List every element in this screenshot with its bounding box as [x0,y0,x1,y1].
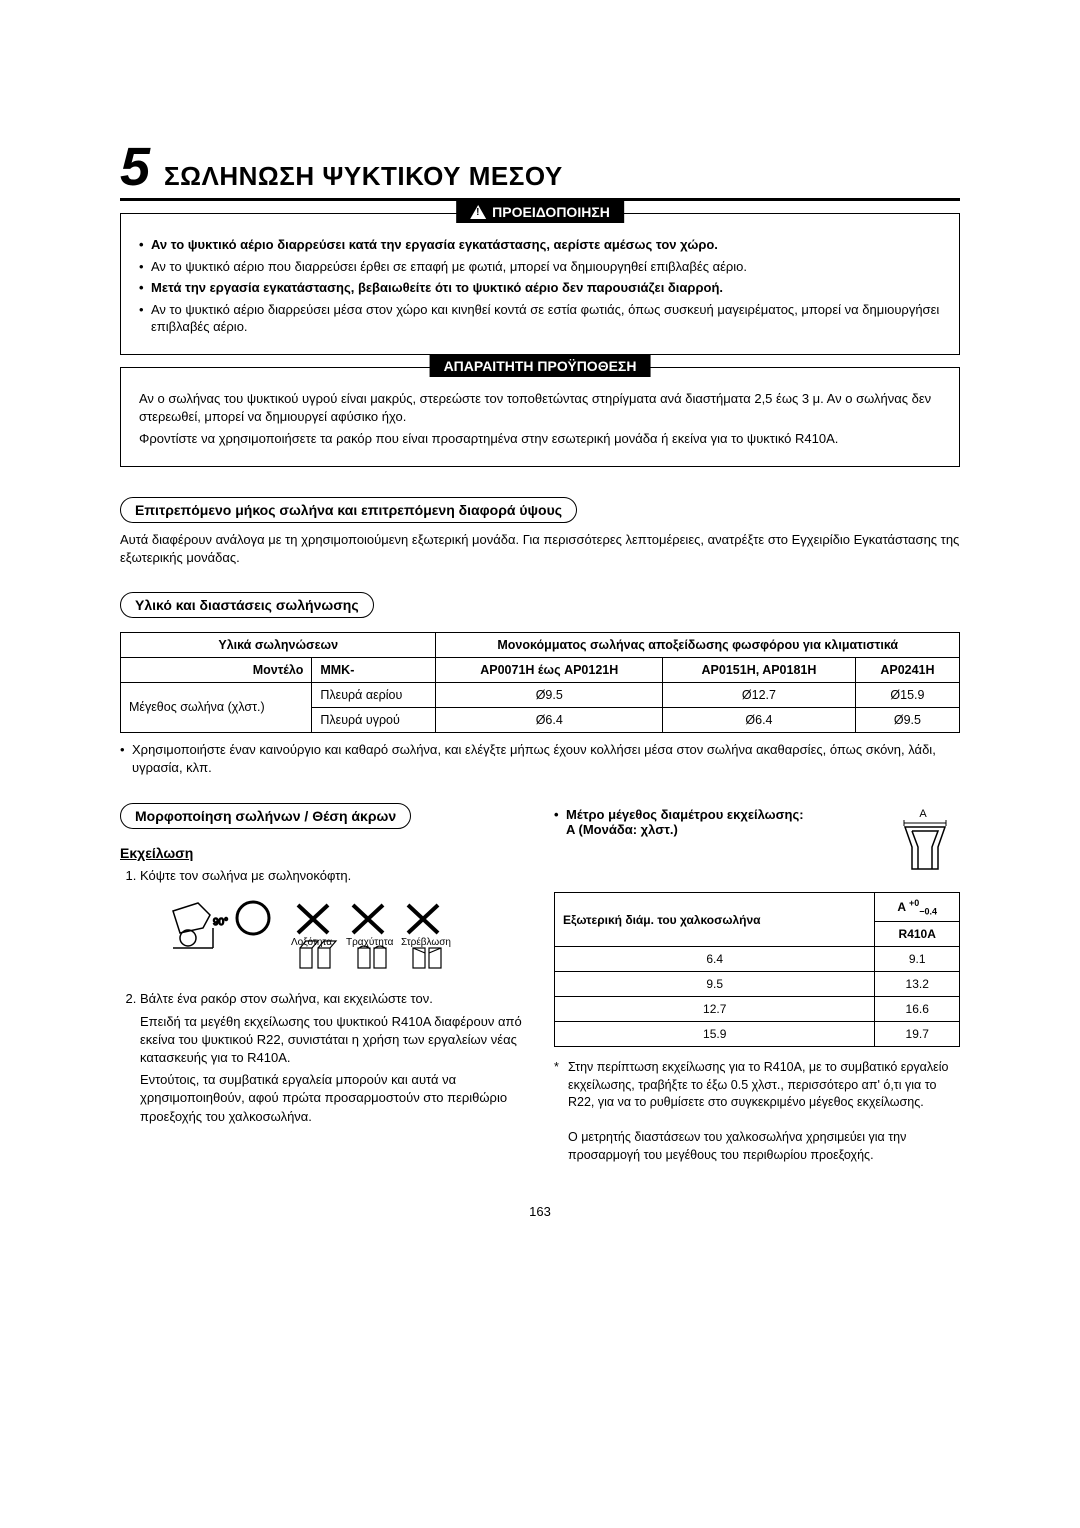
chapter-number: 5 [120,140,150,194]
warning-item: Μετά την εργασία εγκατάστασης, βεβαιωθεί… [139,279,941,297]
td: Ø12.7 [663,682,856,707]
step-para: Εντούτοις, τα συμβατικά εργαλεία μπορούν… [140,1071,526,1126]
diag-label: Τραχύτητα [346,936,394,948]
th: R410A [875,922,960,947]
td: 9.5 [555,972,875,997]
warning-label: ΠΡΟΕΙΔΟΠΟΙΗΣΗ [456,201,624,223]
th: AP0241H [855,657,959,682]
th: Υλικά σωληνώσεων [121,632,436,657]
flare-size-table: Εξωτερική διάμ. του χαλκοσωλήνα A +0−0.4… [554,892,960,1047]
step-item: Βάλτε ένα ρακόρ στον σωλήνα, και εκχειλώ… [140,990,526,1125]
warning-item: Αν το ψυκτικό αέριο που διαρρεύσει έρθει… [139,258,941,276]
warning-list: Αν το ψυκτικό αέριο διαρρεύσει κατά την … [139,236,941,336]
td: Πλευρά υγρού [312,707,436,732]
section-pill-material: Υλικό και διαστάσεις σωλήνωσης [120,592,374,618]
chapter-title: ΣΩΛΗΝΩΣΗ ΨΥΚΤΙΚΟΥ ΜΕΣΟΥ [164,161,563,192]
requirement-text: Φροντίστε να χρησιμοποιήσετε τα ρακόρ πο… [139,430,941,448]
svg-text:90°: 90° [213,917,228,928]
flare-bullet-unit: A (Μονάδα: χλστ.) [566,822,678,837]
warning-item: Αν το ψυκτικό αέριο διαρρεύσει κατά την … [139,236,941,254]
th: MMK- [312,657,436,682]
td: Ø9.5 [436,682,663,707]
requirement-label: ΑΠΑΡΑΙΤΗΤΗ ΠΡΟΫΠΟΘΕΣΗ [430,355,651,377]
td: Μέγεθος σωλήνα (χλστ.) [121,682,312,732]
step-item: Κόψτε τον σωλήνα με σωληνοκόφτη. 90° [140,867,526,978]
warning-item: Αν το ψυκτικό αέριο διαρρεύσει μέσα στον… [139,301,941,336]
step-text: Βάλτε ένα ρακόρ στον σωλήνα, και εκχειλώ… [140,991,433,1006]
star-p1: Στην περίπτωση εκχείλωσης για το R410A, … [568,1060,948,1109]
svg-text:A: A [919,808,927,820]
flare-bullet-text: Μέτρο μέγεθος διαμέτρου εκχείλωσης: [566,807,804,822]
cut-diagram: 90° [158,893,526,978]
td: 9.1 [875,947,960,972]
td: Ø15.9 [855,682,959,707]
note-item: Χρησιμοποιήστε έναν καινούργιο και καθαρ… [120,741,960,777]
td: 15.9 [555,1022,875,1047]
td: 12.7 [555,997,875,1022]
right-column: • Μέτρο μέγεθος διαμέτρου εκχείλωσης: A … [554,785,960,1164]
th: Μοντέλο [121,657,312,682]
diag-label: Λοξότητα [291,936,332,948]
diag-label: Στρέβλωση [401,936,451,948]
table-note: Χρησιμοποιήστε έναν καινούργιο και καθαρ… [120,741,960,777]
section-pill-length: Επιτρεπόμενο μήκος σωλήνα και επιτρεπόμε… [120,497,577,523]
td: Ø6.4 [436,707,663,732]
flare-a-diagram: A [890,807,960,880]
td: Ø9.5 [855,707,959,732]
left-column: Μορφοποίηση σωλήνων / Θέση άκρων Εκχείλω… [120,785,526,1164]
step-para: Επειδή τα μεγέθη εκχείλωσης του ψυκτικού… [140,1013,526,1068]
step-text: Κόψτε τον σωλήνα με σωληνοκόφτη. [140,868,351,883]
requirement-box: ΑΠΑΡΑΙΤΗΤΗ ΠΡΟΫΠΟΘΕΣΗ Αν ο σωλήνας του ψ… [120,367,960,468]
chapter-header: 5 ΣΩΛΗΝΩΣΗ ΨΥΚΤΙΚΟΥ ΜΕΣΟΥ [120,140,960,201]
requirement-label-text: ΑΠΑΡΑΙΤΗΤΗ ΠΡΟΫΠΟΘΕΣΗ [444,358,637,374]
td: Πλευρά αερίου [312,682,436,707]
section-pill-forming: Μορφοποίηση σωλήνων / Θέση άκρων [120,803,411,829]
warning-icon [470,205,486,219]
warning-box: ΠΡΟΕΙΔΟΠΟΙΗΣΗ Αν το ψυκτικό αέριο διαρρε… [120,213,960,355]
td: Ø6.4 [663,707,856,732]
td: 19.7 [875,1022,960,1047]
td: 16.6 [875,997,960,1022]
th: AP0071H έως AP0121H [436,657,663,682]
pipe-size-table: Υλικά σωληνώσεων Μονοκόμματος σωλήνας απ… [120,632,960,733]
requirement-text: Αν ο σωλήνας του ψυκτικού υγρού είναι μα… [139,390,941,426]
steps-list: Κόψτε τον σωλήνα με σωληνοκόφτη. 90° [120,867,526,1126]
td: 13.2 [875,972,960,997]
th: A +0−0.4 [875,893,960,922]
flare-bullet: • Μέτρο μέγεθος διαμέτρου εκχείλωσης: A … [554,807,878,837]
th: AP0151H, AP0181H [663,657,856,682]
star-note: Στην περίπτωση εκχείλωσης για το R410A, … [554,1059,960,1164]
th: Μονοκόμματος σωλήνας αποξείδωσης φωσφόρο… [436,632,960,657]
warning-label-text: ΠΡΟΕΙΔΟΠΟΙΗΣΗ [492,204,610,220]
td: 6.4 [555,947,875,972]
th: Εξωτερική διάμ. του χαλκοσωλήνα [555,893,875,947]
star-p2: Ο μετρητής διαστάσεων του χαλκοσωλήνα χρ… [554,1129,960,1164]
flaring-heading: Εκχείλωση [120,845,526,861]
two-column-section: Μορφοποίηση σωλήνων / Θέση άκρων Εκχείλω… [120,785,960,1164]
page-number: 163 [120,1204,960,1219]
paragraph: Αυτά διαφέρουν ανάλογα με τη χρησιμοποιο… [120,531,960,567]
